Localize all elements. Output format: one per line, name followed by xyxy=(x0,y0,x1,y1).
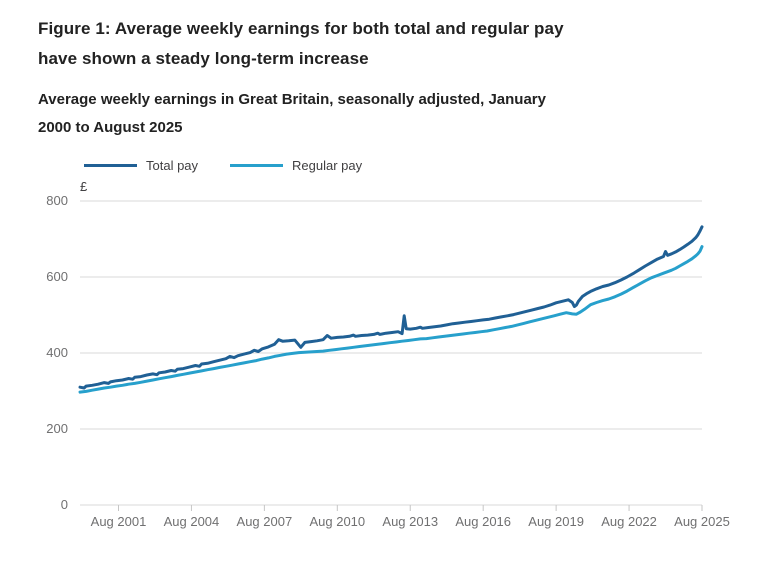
plot-area: 0 200 400 600 800 £ Aug 2001 Aug 2004 Aug 2007 Au… xyxy=(0,176,746,565)
x-tick-label: Aug 2007 xyxy=(237,514,293,529)
y-tick-label-0: 0 xyxy=(61,497,68,512)
legend-label-regular-pay: Regular pay xyxy=(292,158,363,173)
y-tick-label-200: 200 xyxy=(46,421,68,436)
y-axis-unit-label: £ xyxy=(80,179,88,194)
legend-item-total-pay[interactable]: Total pay xyxy=(84,158,198,173)
x-tick-label: Aug 2013 xyxy=(382,514,438,529)
figure-title: Figure 1: Average weekly earnings for bo… xyxy=(38,19,564,68)
total-pay-line[interactable] xyxy=(78,225,704,390)
earnings-line-chart: 0 200 400 600 800 £ Aug 2001 Aug 2004 Aug 2007 Au… xyxy=(46,179,730,529)
x-tick-label: Aug 2001 xyxy=(91,514,147,529)
x-tick-label: Aug 2025 xyxy=(674,514,730,529)
x-tick-label: Aug 2010 xyxy=(309,514,365,529)
y-tick-label-600: 600 xyxy=(46,269,68,284)
total-pay-line-swatch xyxy=(84,164,137,167)
x-tick-label: Aug 2004 xyxy=(164,514,220,529)
x-tick-label: Aug 2019 xyxy=(528,514,584,529)
x-tick-label: Aug 2016 xyxy=(455,514,511,529)
legend-label-total-pay: Total pay xyxy=(146,158,199,173)
y-tick-label-400: 400 xyxy=(46,345,68,360)
y-tick-label-800: 800 xyxy=(46,193,68,208)
regular-pay-line[interactable] xyxy=(78,245,704,394)
regular-pay-line-swatch xyxy=(230,164,284,167)
chart-legend: Total pay Regular pay xyxy=(84,158,746,173)
figure-subtitle: Average weekly earnings in Great Britain… xyxy=(38,91,546,136)
legend-item-regular-pay[interactable]: Regular pay xyxy=(230,158,362,173)
x-tick-label: Aug 2022 xyxy=(601,514,657,529)
